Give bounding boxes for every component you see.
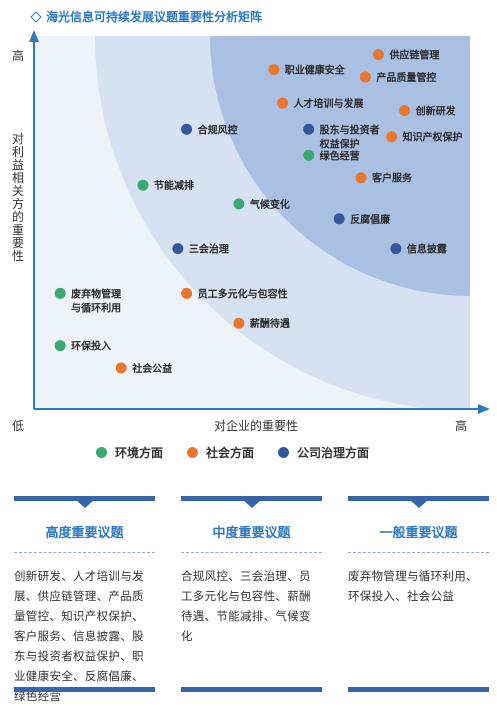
data-point-label: 废弃物管理与循环利用 (71, 287, 121, 314)
data-point (233, 198, 245, 210)
data-point-label: 信息披露 (407, 243, 448, 256)
data-point (54, 287, 66, 299)
y-axis-title-char: 利 (12, 145, 24, 159)
card-top-bar (181, 496, 322, 501)
card-medium-importance: 中度重要议题 合规风控、三会治理、员工多元化与包容性、薪酬待遇、节能减排、气候变… (181, 496, 322, 646)
y-axis-title-char: 关 (12, 184, 24, 198)
legend-label: 公司治理方面 (297, 446, 370, 460)
data-point-label: 人才培训与发展 (294, 97, 364, 110)
card-top-bar (348, 496, 489, 501)
data-point (333, 213, 345, 225)
data-point-label: 三会治理 (189, 243, 229, 256)
x-high-label: 高 (455, 418, 467, 433)
data-point (54, 340, 66, 352)
legend-item-environment: 环境方面 (96, 444, 163, 461)
data-point (181, 123, 193, 135)
y-axis-title-char: 方 (12, 196, 24, 211)
data-point-label: 合规风控 (197, 123, 238, 136)
x-axis-arrow (478, 404, 490, 414)
card-bottom-bar (181, 687, 322, 692)
data-point (277, 97, 289, 109)
legend-dot (96, 447, 107, 458)
card-bottom-bar (14, 687, 155, 692)
data-point (115, 362, 127, 374)
y-high-label: 高 (12, 48, 24, 63)
y-axis-title-char: 的 (12, 209, 24, 224)
data-point (390, 243, 402, 255)
data-point (359, 71, 371, 83)
y-axis-arrow (29, 30, 39, 42)
data-point-label: 职业健康安全 (285, 64, 346, 77)
data-point-label: 客户服务 (371, 172, 413, 185)
card-body: 废弃物管理与循环利用、环保投入、社会公益 (348, 569, 478, 603)
data-point-label: 环保投入 (71, 340, 111, 353)
card-title: 高度重要议题 (14, 522, 155, 553)
data-point (372, 49, 384, 61)
legend-item-social: 社会方面 (187, 444, 254, 461)
y-axis-title-char: 重 (12, 223, 24, 237)
data-point (386, 131, 398, 143)
legend-label: 环境方面 (115, 446, 164, 460)
card-title: 中度重要议题 (181, 522, 322, 553)
data-point-label: 节能减排 (154, 179, 194, 192)
y-axis-title-char: 益 (12, 158, 24, 172)
data-point-label: 社会公益 (131, 362, 172, 375)
y-axis-title-char: 要 (12, 236, 24, 250)
y-axis-title-char: 相 (12, 171, 24, 185)
data-point-label: 反腐倡廉 (350, 213, 390, 226)
card-high-importance: 高度重要议题 创新研发、人才培训与发展、供应链管理、产品质量管控、知识产权保护、… (14, 496, 155, 706)
data-point (137, 179, 149, 191)
data-point-label: 绿色经营 (320, 149, 360, 162)
legend: 环境方面 社会方面 公司治理方面 (96, 444, 369, 461)
legend-dot (278, 447, 290, 458)
legend-dot (187, 447, 199, 458)
legend-item-governance: 公司治理方面 (278, 444, 369, 461)
card-body: 合规风控、三会治理、员工多元化与包容性、薪酬待遇、节能减排、气候变化 (181, 569, 311, 643)
data-point (172, 243, 184, 255)
data-point (303, 149, 315, 161)
data-point-label: 供应链管理 (388, 49, 439, 62)
data-point (399, 105, 411, 117)
card-top-bar (14, 496, 155, 501)
data-point-label: 薪酬待遇 (250, 317, 290, 330)
data-point-label: 股东与投资者权益保护 (319, 123, 380, 150)
page-title: 海光信息可持续发展议题重要性分析矩阵 (30, 8, 263, 25)
data-point-label: 产品质量管控 (376, 71, 436, 84)
y-axis-title-char: 性 (12, 249, 24, 263)
data-point (181, 287, 193, 299)
card-bottom-bar (348, 687, 489, 692)
data-point (303, 123, 315, 135)
data-point-label: 知识产权保护 (402, 131, 463, 144)
data-point (268, 64, 280, 76)
card-general-importance: 一般重要议题 废弃物管理与循环利用、环保投入、社会公益 (348, 496, 489, 606)
x-axis-title: 对企业的重要性 (214, 418, 298, 433)
high-importance-zone (210, 36, 470, 296)
data-point (233, 317, 245, 329)
card-title: 一般重要议题 (348, 522, 489, 553)
data-point-label: 员工多元化与包容性 (198, 287, 288, 300)
card-body: 创新研发、人才培训与发展、供应链管理、产品质量管控、知识产权保护、客户服务、信息… (14, 569, 144, 703)
y-axis-title-char: 对 (12, 132, 24, 146)
page-title-text: 海光信息可持续发展议题重要性分析矩阵 (46, 10, 263, 24)
data-point-label: 创新研发 (415, 105, 457, 118)
x-low-label: 低 (12, 419, 24, 433)
data-point-label: 气候变化 (249, 198, 290, 211)
legend-label: 社会方面 (206, 446, 255, 460)
data-point (355, 172, 367, 184)
